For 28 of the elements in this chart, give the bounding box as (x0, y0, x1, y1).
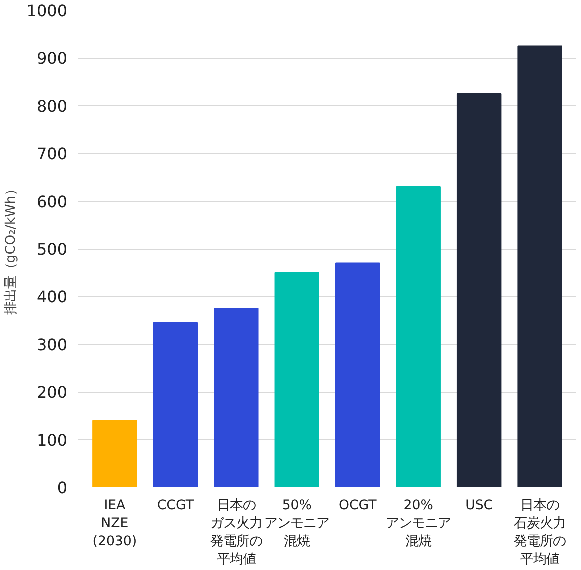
y-tick-label: 600 (36, 192, 68, 212)
x-tick-label: OCGT (338, 498, 378, 514)
bar (214, 308, 259, 488)
y-tick-label: 0 (57, 478, 68, 498)
bar (456, 93, 502, 488)
bar (336, 262, 380, 488)
x-tick-label: IEA NZE (2030) (92, 498, 138, 550)
bar (92, 420, 138, 488)
x-tick-label: 20%アンモニア混焼 (386, 498, 452, 550)
y-tick-label: 800 (36, 96, 68, 116)
bar (274, 272, 320, 488)
x-tick-label: USC (466, 498, 494, 514)
y-tick-label: 700 (36, 144, 68, 164)
y-tick-label: 900 (36, 49, 68, 68)
x-tick-label: CCGT (157, 498, 195, 514)
x-tick-label: 50%アンモニア混焼 (264, 498, 330, 550)
y-tick-label: 300 (36, 335, 68, 354)
x-tick-label: 日本の石炭火力発電所の平均値 (514, 498, 566, 568)
y-tick-label: 100 (36, 430, 68, 450)
y-tick-label: 400 (36, 288, 68, 307)
x-tick-label: 日本のガス火力発電所の平均値 (210, 498, 262, 568)
y-tick-label: 1000 (26, 2, 68, 20)
bar (396, 186, 441, 488)
y-tick-label: 200 (36, 383, 68, 402)
y-axis-title: 排出量（gCO₂/kWh） (4, 182, 19, 316)
bar (153, 322, 198, 488)
y-tick-label: 500 (36, 240, 68, 259)
bar (518, 46, 562, 488)
